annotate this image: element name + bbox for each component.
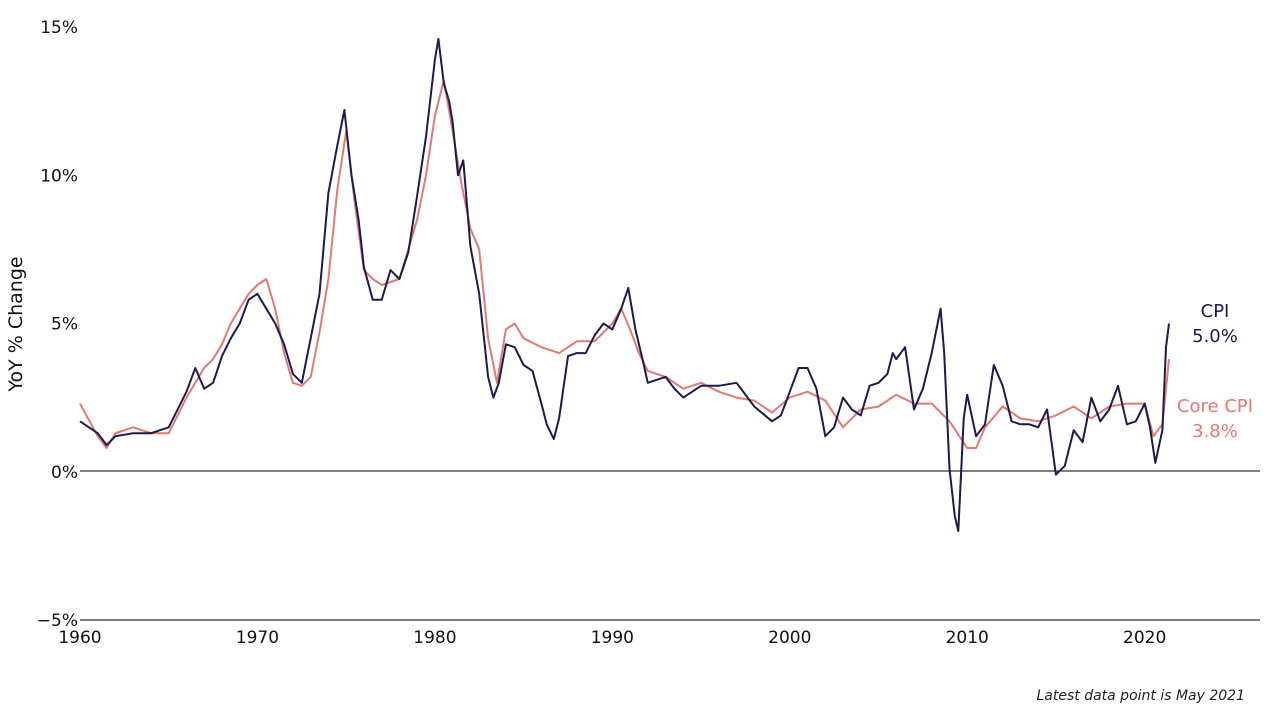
cpi-latest-value: 5.0% bbox=[1192, 326, 1238, 347]
y-tick-label: −5% bbox=[37, 611, 78, 631]
core-cpi-legend-name: Core CPI bbox=[1177, 396, 1253, 417]
cpi-series-line bbox=[79, 37, 1170, 532]
y-axis-ticks: 15% 10% 5% 0% −5% bbox=[37, 18, 78, 631]
x-tick-label: 1960 bbox=[58, 628, 101, 648]
x-tick-label: 1970 bbox=[236, 628, 279, 648]
x-axis-ticks: 1960 1970 1980 1990 2000 2010 2020 bbox=[58, 628, 1166, 648]
core-cpi-series-line bbox=[79, 79, 1170, 449]
data-note: Latest data point is May 2021 bbox=[1036, 688, 1245, 704]
x-tick-label: 2020 bbox=[1123, 628, 1166, 648]
y-tick-label: 15% bbox=[40, 18, 78, 38]
y-axis-label: YoY % Change bbox=[5, 256, 27, 392]
x-tick-label: 1990 bbox=[591, 628, 634, 648]
x-tick-label: 2010 bbox=[946, 628, 989, 648]
x-tick-label: 1980 bbox=[413, 628, 456, 648]
y-tick-label: 0% bbox=[51, 463, 78, 483]
x-tick-label: 2000 bbox=[768, 628, 811, 648]
core-cpi-latest-value: 3.8% bbox=[1192, 421, 1238, 442]
cpi-legend-name: CPI bbox=[1201, 301, 1230, 322]
y-tick-label: 5% bbox=[51, 315, 78, 335]
y-tick-label: 10% bbox=[40, 166, 78, 186]
